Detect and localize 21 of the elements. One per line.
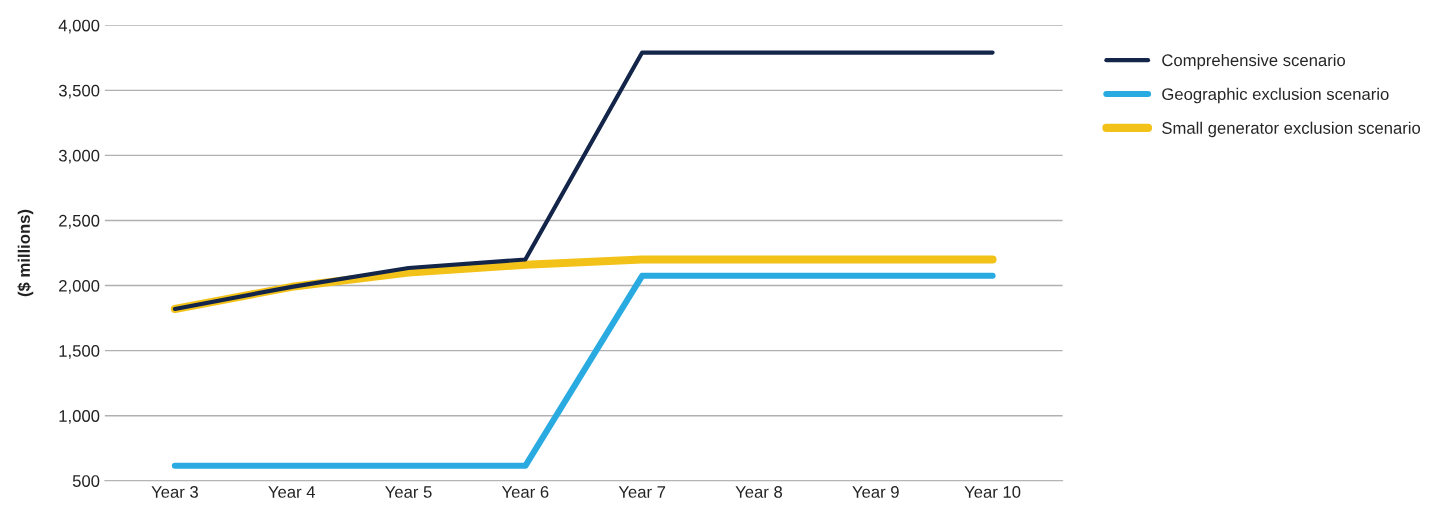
legend-label: Geographic exclusion scenario bbox=[1162, 87, 1389, 104]
x-tick-label: Year 6 bbox=[501, 486, 549, 498]
y-tick-label: 4,000 bbox=[58, 19, 100, 34]
y-tick-label: 500 bbox=[72, 475, 100, 487]
y-tick-label: 2,000 bbox=[59, 279, 100, 294]
x-tick-label: Year 10 bbox=[964, 486, 1021, 498]
x-tick-label: Year 3 bbox=[151, 486, 198, 498]
line-series bbox=[172, 50, 995, 312]
y-tick-label: 1,500 bbox=[59, 345, 100, 359]
x-tick-label: Year 8 bbox=[735, 486, 783, 498]
y-tick-label: 1,000 bbox=[59, 410, 100, 424]
legend-label: Comprehensive scenario bbox=[1162, 53, 1346, 70]
x-tick-label: Year 7 bbox=[618, 486, 666, 498]
x-tick-label: Year 4 bbox=[268, 486, 316, 498]
y-axis-title: ($ millions) bbox=[17, 209, 34, 297]
y-tick-label: 3,000 bbox=[58, 149, 100, 164]
x-tick-label: Year 5 bbox=[385, 486, 432, 498]
y-tick-label: 3,500 bbox=[58, 84, 100, 99]
y-tick-label: 2,500 bbox=[59, 214, 100, 229]
legend-label: Small generator exclusion scenario bbox=[1162, 121, 1421, 138]
x-tick-label: Year 9 bbox=[852, 486, 899, 498]
